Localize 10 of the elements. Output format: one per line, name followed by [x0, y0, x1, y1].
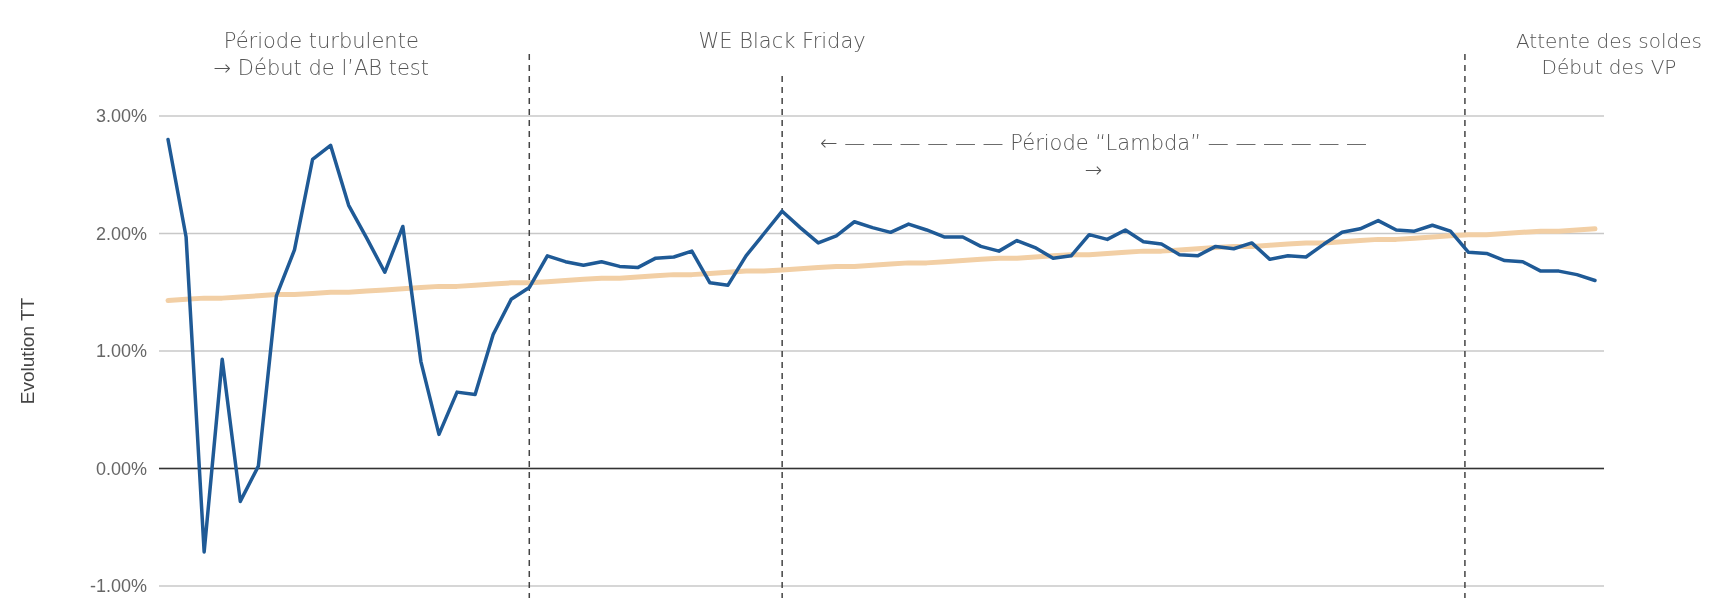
y-tick-label: 2.00%	[95, 223, 147, 244]
text: WE Black Friday	[698, 29, 866, 53]
y-tick-label: 0.00%	[95, 458, 147, 479]
annotation: ← — — — — — — Période “Lambda” — — — — — — →	[819, 131, 1368, 183]
text: Attente des soldes Début des VP	[1516, 29, 1702, 79]
y-tick-label: -1.00%	[89, 576, 147, 597]
y-tick-label: 3.00%	[95, 106, 147, 127]
y-tick-label: 1.00%	[95, 341, 147, 362]
text: Période turbulente → Début de l’AB test	[213, 29, 430, 81]
y-axis-title: Evolution TT	[17, 297, 38, 405]
